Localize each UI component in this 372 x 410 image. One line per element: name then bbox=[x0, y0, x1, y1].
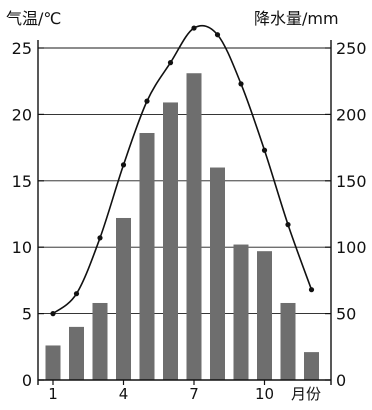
right-tick-label: 250 bbox=[336, 39, 367, 58]
temperature-point bbox=[73, 291, 80, 297]
temperature-line bbox=[52, 24, 313, 315]
precip-bar bbox=[304, 352, 319, 380]
right-tick-label: 200 bbox=[336, 105, 367, 124]
left-axis-title: 气温/℃ bbox=[6, 9, 61, 28]
temperature-point bbox=[308, 287, 315, 293]
x-tick-labels: 1 4 7 10 bbox=[48, 380, 274, 403]
temperature-point bbox=[191, 25, 197, 31]
axes bbox=[37, 40, 332, 385]
precip-bar bbox=[139, 132, 155, 380]
precip-bar bbox=[257, 251, 272, 380]
right-tick-label: 100 bbox=[336, 238, 367, 257]
left-tick-label: 25 bbox=[12, 39, 32, 58]
temperature-point bbox=[50, 311, 56, 317]
right-axis-title: 降水量/mm bbox=[254, 9, 339, 28]
precip-bar bbox=[186, 73, 202, 381]
x-axis-title: 月份 bbox=[291, 385, 321, 403]
temperature-point bbox=[285, 222, 291, 228]
temperature-point bbox=[120, 162, 127, 168]
precip-bar bbox=[45, 345, 61, 380]
temperature-curve bbox=[50, 24, 315, 317]
left-tick-label: 10 bbox=[12, 238, 32, 257]
precip-bar bbox=[210, 167, 225, 380]
x-tick-label: 1 bbox=[48, 385, 58, 403]
right-tick-label: 150 bbox=[336, 172, 367, 191]
precip-bar bbox=[163, 102, 178, 380]
precip-bar bbox=[280, 302, 296, 380]
precip-bar bbox=[233, 244, 249, 380]
right-tick-label: 50 bbox=[336, 305, 356, 324]
precipitation-bars bbox=[45, 73, 319, 381]
left-tick-labels: 0 5 10 15 20 25 bbox=[12, 39, 44, 390]
x-tick-label: 10 bbox=[255, 385, 274, 403]
left-tick-label: 0 bbox=[22, 371, 32, 390]
x-tick-label: 7 bbox=[189, 385, 199, 403]
temperature-point bbox=[167, 60, 174, 66]
gridlines bbox=[38, 47, 331, 315]
temperature-point bbox=[214, 32, 221, 38]
temperature-point bbox=[144, 98, 150, 104]
precip-bar bbox=[69, 326, 84, 380]
x-tick-label: 4 bbox=[119, 385, 129, 403]
left-tick-label: 15 bbox=[12, 172, 32, 191]
temperature-point bbox=[261, 147, 268, 153]
left-tick-label: 20 bbox=[12, 105, 32, 124]
temperature-point bbox=[97, 235, 103, 241]
precip-bar bbox=[116, 217, 131, 380]
right-tick-label: 0 bbox=[336, 371, 346, 390]
precip-bar bbox=[92, 302, 108, 380]
left-tick-label: 5 bbox=[22, 305, 32, 324]
temperature-point bbox=[238, 81, 244, 87]
right-tick-labels: 0 50 100 150 200 250 bbox=[325, 39, 367, 390]
